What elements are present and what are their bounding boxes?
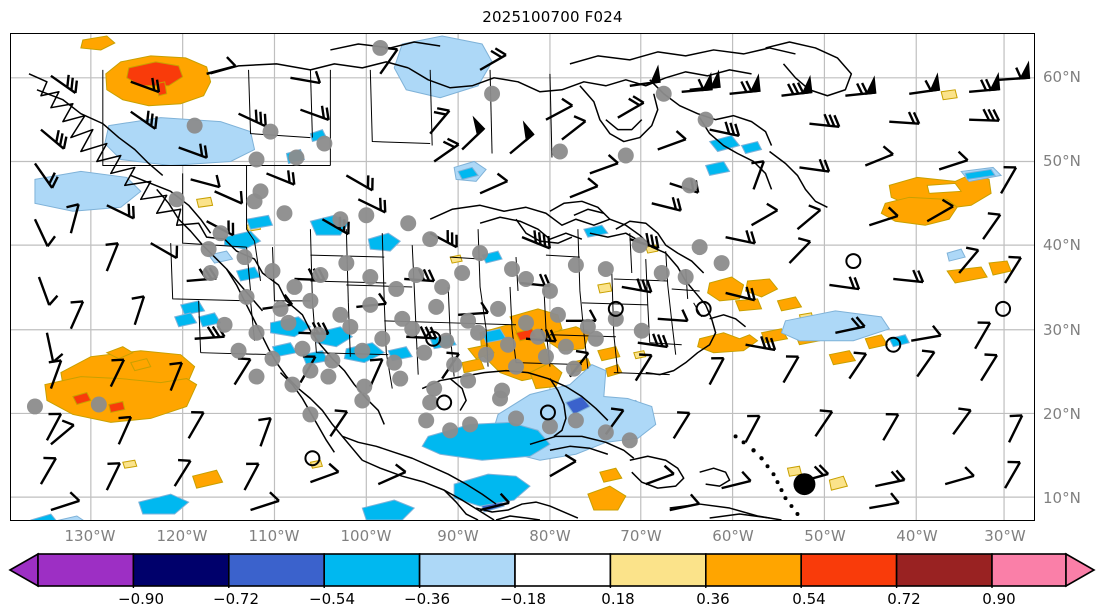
colorbar-extend-min (8, 552, 39, 588)
colorbar-tick-label: −0.90 (118, 590, 164, 608)
x-tick-label: 90°W (437, 527, 479, 545)
x-tick-label: 110°W (248, 527, 300, 545)
shaded-field-negative (30, 35, 1003, 520)
y-tick-label: 20°N (1043, 405, 1081, 423)
station-marker-filled (793, 473, 816, 496)
x-tick-label: 80°W (529, 527, 571, 545)
x-tick-label: 120°W (156, 527, 208, 545)
colorbar-tick-label: 0.18 (601, 590, 635, 608)
map-plot-area[interactable] (10, 33, 1035, 521)
colorbar-tick-label: −0.54 (309, 590, 355, 608)
map-canvas (11, 34, 1034, 520)
wind-barbs-layer (33, 46, 1031, 512)
colorbar-svg (8, 552, 1096, 588)
station-markers-gray (26, 39, 730, 449)
colorbar-tick-label: 0.36 (696, 590, 730, 608)
colorbar-tick-label: −0.18 (500, 590, 546, 608)
y-tick-label: 30°N (1043, 321, 1081, 339)
colorbar-extend-max (1065, 552, 1096, 588)
colorbar-tick-label: 0.90 (982, 590, 1016, 608)
y-tick-label: 60°N (1043, 68, 1081, 86)
x-tick-label: 130°W (64, 527, 116, 545)
colorbar-tick-label: 0.54 (792, 590, 826, 608)
y-tick-label: 10°N (1043, 489, 1081, 507)
x-tick-label: 70°W (620, 527, 662, 545)
colorbar[interactable] (8, 552, 1098, 588)
colorbar-ticks (132, 586, 993, 588)
x-tick-label: 50°W (804, 527, 846, 545)
colorbar-tick-label: −0.72 (213, 590, 259, 608)
x-tick-label: 100°W (340, 527, 392, 545)
y-tick-label: 50°N (1043, 152, 1081, 170)
colorbar-bands (8, 552, 1096, 588)
x-tick-label: 40°W (896, 527, 938, 545)
figure-title: 2025100700 F024 (482, 8, 623, 26)
colorbar-tick-label: −0.36 (404, 590, 450, 608)
shaded-field-positive (44, 35, 1012, 511)
x-tick-label: 30°W (984, 527, 1026, 545)
colorbar-tick-label: 0.72 (887, 590, 921, 608)
station-markers-open (304, 253, 1012, 467)
y-tick-label: 40°N (1043, 236, 1081, 254)
x-tick-label: 60°W (712, 527, 754, 545)
